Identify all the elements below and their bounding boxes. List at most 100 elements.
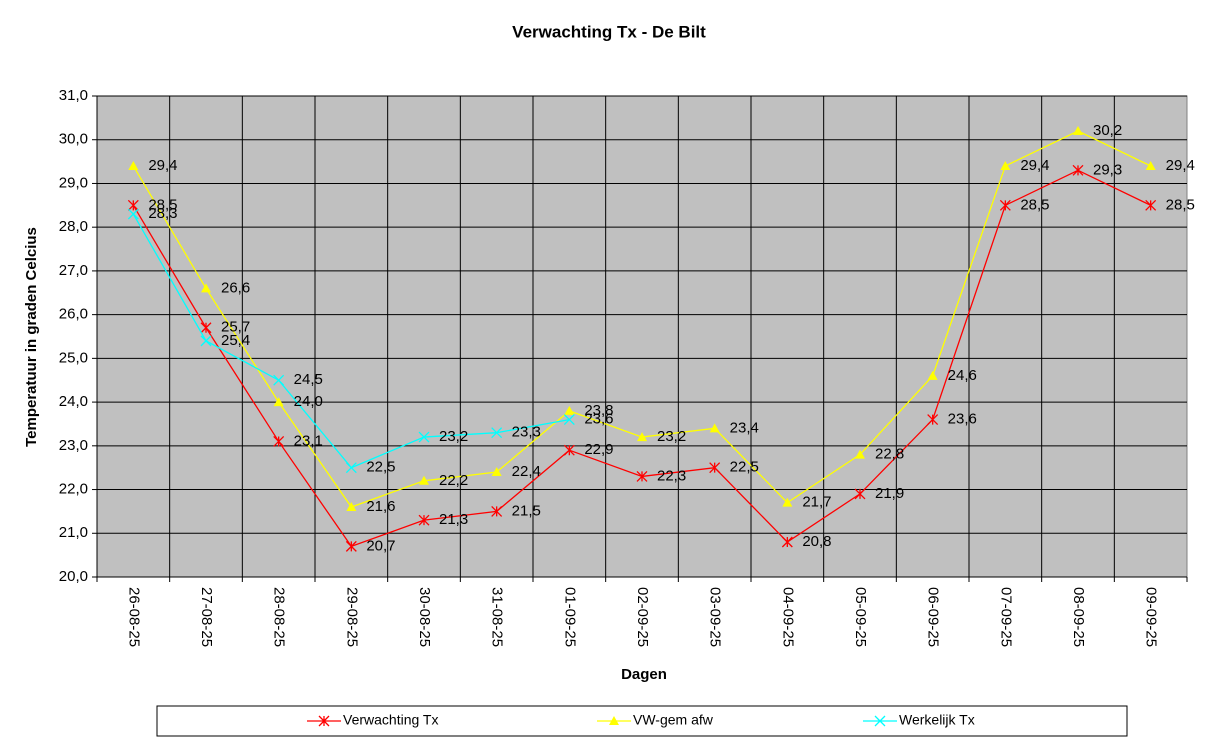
data-label: 21,5 — [512, 502, 541, 519]
x-tick-label: 09-09-25 — [1143, 587, 1160, 647]
marker — [491, 505, 503, 517]
data-label: 20,7 — [366, 537, 395, 554]
marker — [1073, 125, 1083, 135]
data-label: 22,5 — [730, 459, 759, 476]
marker — [709, 462, 721, 474]
marker — [564, 405, 575, 415]
marker — [855, 449, 865, 459]
marker — [200, 335, 212, 347]
marker — [999, 199, 1011, 211]
marker — [345, 462, 357, 474]
marker — [200, 322, 212, 334]
y-tick-label: 20,0 — [59, 568, 88, 585]
marker — [201, 283, 211, 293]
x-tick-label: 26-08-25 — [125, 587, 142, 647]
marker — [1145, 160, 1156, 170]
data-label: 29,4 — [1020, 157, 1049, 174]
marker — [273, 435, 285, 447]
marker — [1145, 199, 1157, 211]
data-label: 20,8 — [802, 533, 831, 550]
data-label: 24,6 — [948, 367, 977, 384]
x-axis-label: Dagen — [621, 666, 667, 683]
x-tick-label: 30-08-25 — [416, 587, 433, 647]
data-label: 23,8 — [584, 402, 613, 419]
y-tick-label: 27,0 — [59, 262, 88, 279]
marker — [419, 475, 429, 485]
marker — [1000, 160, 1011, 170]
marker — [418, 514, 430, 526]
legend-label: VW-gem afw — [633, 712, 714, 728]
data-label: 23,3 — [512, 424, 541, 441]
data-label: 23,2 — [657, 428, 686, 445]
data-label: 30,2 — [1093, 122, 1122, 139]
x-tick-label: 03-09-25 — [707, 587, 724, 647]
x-tick-label: 05-09-25 — [852, 587, 869, 647]
y-tick-label: 30,0 — [59, 131, 88, 148]
marker — [346, 502, 357, 512]
data-label: 28,3 — [148, 205, 177, 222]
marker — [782, 497, 793, 507]
y-tick-label: 29,0 — [59, 174, 88, 191]
marker — [854, 488, 866, 500]
legend-marker — [609, 716, 619, 725]
y-tick-label: 28,0 — [59, 218, 88, 235]
marker — [345, 540, 357, 552]
y-tick-label: 23,0 — [59, 437, 88, 454]
data-label: 24,5 — [294, 371, 323, 388]
marker — [127, 199, 139, 211]
x-tick-label: 02-09-25 — [634, 587, 651, 647]
data-label: 21,3 — [439, 511, 468, 528]
legend-marker — [874, 715, 886, 727]
legend-label: Werkelijk Tx — [899, 712, 975, 728]
data-label: 21,7 — [802, 494, 831, 511]
data-label: 22,8 — [875, 446, 904, 463]
x-tick-label: 29-08-25 — [343, 587, 360, 647]
marker — [709, 423, 720, 433]
marker — [637, 432, 647, 442]
marker — [127, 208, 139, 220]
data-label: 23,2 — [439, 428, 468, 445]
data-label: 24,0 — [294, 393, 323, 410]
marker — [491, 427, 503, 439]
marker — [1072, 164, 1084, 176]
marker — [781, 536, 793, 548]
data-label: 29,3 — [1093, 161, 1122, 178]
marker — [128, 160, 139, 170]
data-label: 22,2 — [439, 472, 468, 489]
x-tick-label: 04-09-25 — [779, 587, 796, 647]
data-label: 29,4 — [148, 157, 177, 174]
marker — [927, 414, 939, 426]
data-label: 25,7 — [221, 319, 250, 336]
x-tick-label: 31-08-25 — [489, 587, 506, 647]
data-label: 28,5 — [1166, 196, 1195, 213]
y-tick-label: 26,0 — [59, 306, 88, 323]
marker — [927, 370, 938, 380]
data-label: 21,9 — [875, 485, 904, 502]
data-label: 28,5 — [148, 196, 177, 213]
y-tick-label: 21,0 — [59, 524, 88, 541]
data-label: 28,5 — [1020, 196, 1049, 213]
data-label: 21,6 — [366, 498, 395, 515]
data-label: 26,6 — [221, 279, 250, 296]
x-tick-label: 06-09-25 — [925, 587, 942, 647]
data-label: 22,5 — [366, 459, 395, 476]
y-tick-label: 22,0 — [59, 481, 88, 498]
data-label: 22,4 — [512, 463, 541, 480]
y-axis-label: Temperatuur in graden Celcius — [23, 227, 40, 447]
y-tick-label: 24,0 — [59, 393, 88, 410]
x-tick-label: 27-08-25 — [198, 587, 215, 647]
marker — [636, 470, 648, 482]
marker — [273, 374, 285, 386]
data-label: 23,6 — [584, 411, 613, 428]
marker — [563, 414, 575, 426]
legend-marker — [318, 715, 330, 727]
data-label: 22,9 — [584, 441, 613, 458]
marker — [273, 397, 284, 407]
marker — [491, 467, 502, 477]
marker — [418, 431, 430, 443]
x-tick-label: 28-08-25 — [271, 587, 288, 647]
x-tick-label: 08-09-25 — [1070, 587, 1087, 647]
data-label: 23,4 — [730, 419, 759, 436]
x-tick-label: 07-09-25 — [997, 587, 1014, 647]
